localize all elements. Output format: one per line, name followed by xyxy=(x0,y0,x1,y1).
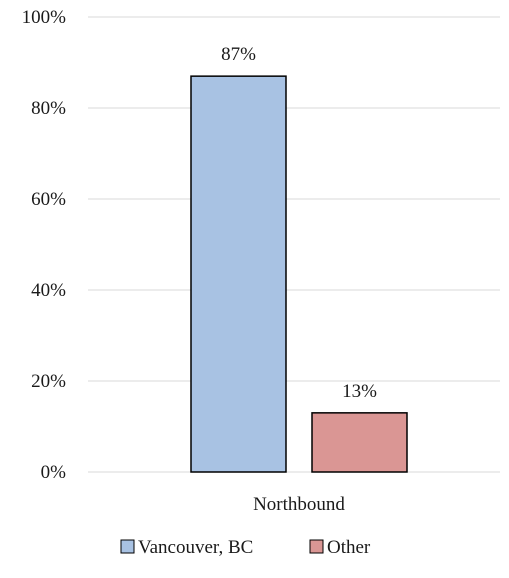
y-tick-label: 60% xyxy=(31,189,66,210)
legend-swatch xyxy=(120,539,135,554)
y-tick-label: 20% xyxy=(31,371,66,392)
legend-swatch xyxy=(309,539,324,554)
gridlines xyxy=(88,16,500,473)
y-axis-ticks: 0% 20% 40% 60% 80% 100% xyxy=(22,7,67,483)
data-labels: 87% 13% xyxy=(221,44,377,402)
x-axis-categories: Northbound xyxy=(253,494,345,515)
bar-other xyxy=(311,412,408,473)
legend-label: Other xyxy=(327,537,371,558)
legend-label: Vancouver, BC xyxy=(138,537,253,558)
y-tick-label: 0% xyxy=(41,462,67,483)
y-tick-label: 40% xyxy=(31,280,66,301)
bar-vancouver-bc xyxy=(190,75,287,473)
y-tick-label: 80% xyxy=(31,98,66,119)
bars xyxy=(190,75,408,473)
x-category-label: Northbound xyxy=(253,494,345,515)
data-label: 13% xyxy=(342,381,377,402)
y-tick-label: 100% xyxy=(22,7,67,28)
data-label: 87% xyxy=(221,44,256,65)
legend: Vancouver, BC Other xyxy=(120,537,371,558)
